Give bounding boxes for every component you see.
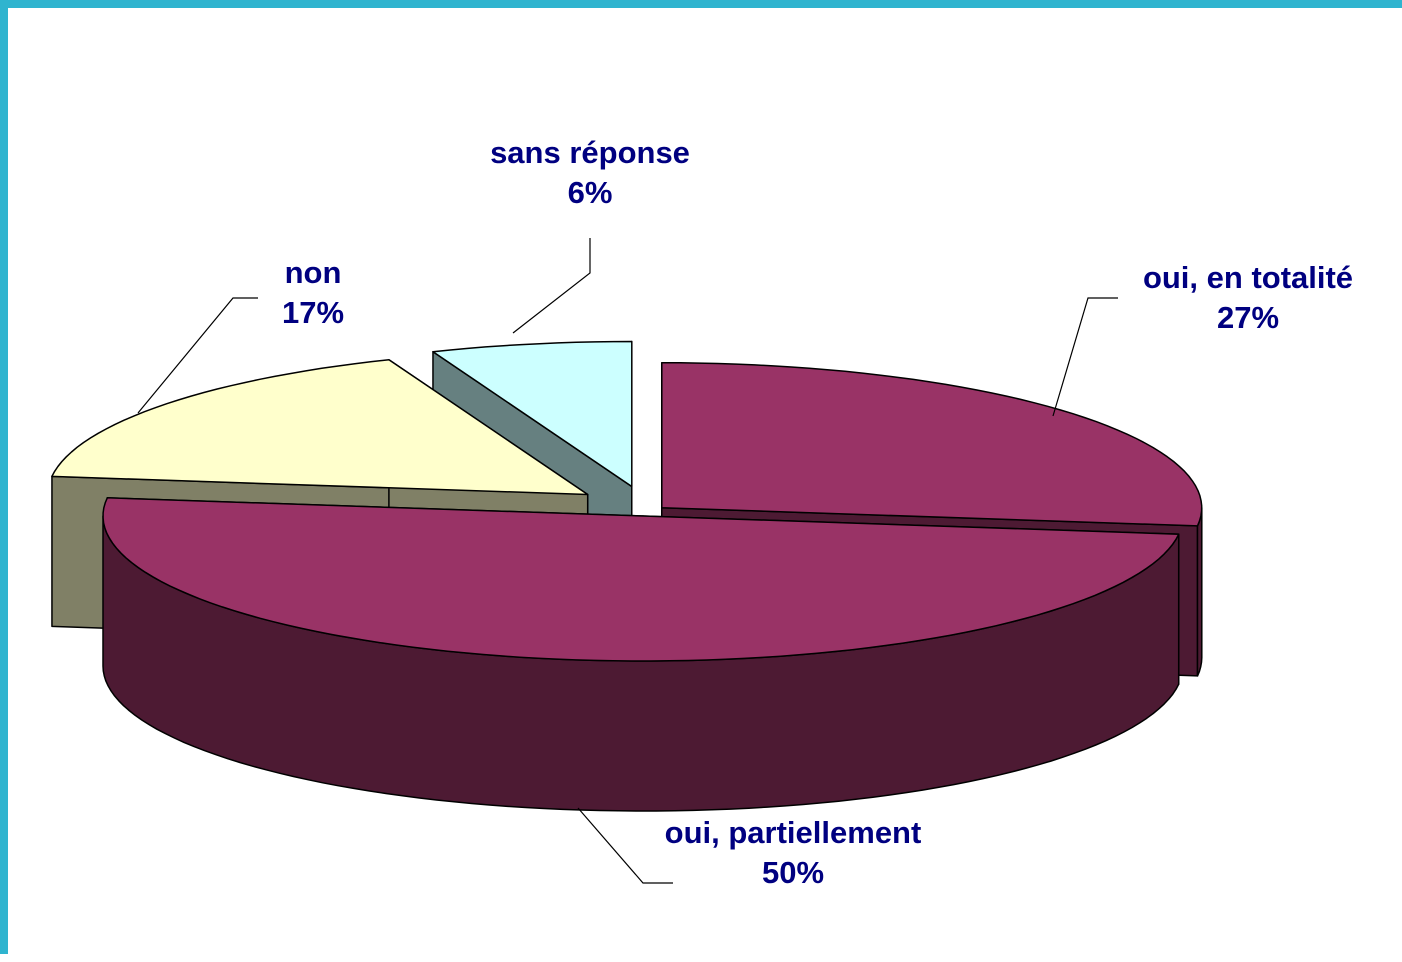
slice-label: oui, partiellement 50% [663, 813, 923, 893]
category-label: non [284, 255, 342, 290]
slice-label: oui, en totalité 27% [1048, 258, 1402, 338]
slice-label: sans réponse 6% [440, 133, 740, 213]
value-label: 27% [1216, 300, 1280, 335]
slice [102, 497, 1180, 812]
slice-top [51, 358, 589, 496]
value-label: 6% [567, 175, 613, 210]
slice-label: non 17% [213, 253, 413, 333]
category-label: oui, en totalité [1142, 260, 1354, 295]
value-label: 17% [281, 295, 345, 330]
value-label: 50% [761, 855, 825, 890]
category-label: oui, partiellement [664, 815, 922, 850]
leader-line [577, 807, 673, 884]
slice-top [432, 340, 633, 488]
slice-top [661, 361, 1203, 527]
slice-wall [1196, 506, 1203, 677]
leader-line [1052, 297, 1118, 417]
leader-line [137, 297, 258, 414]
category-label: sans réponse [490, 135, 690, 170]
slice-top [102, 497, 1180, 662]
leader-line [512, 238, 591, 334]
chart [51, 238, 1203, 884]
